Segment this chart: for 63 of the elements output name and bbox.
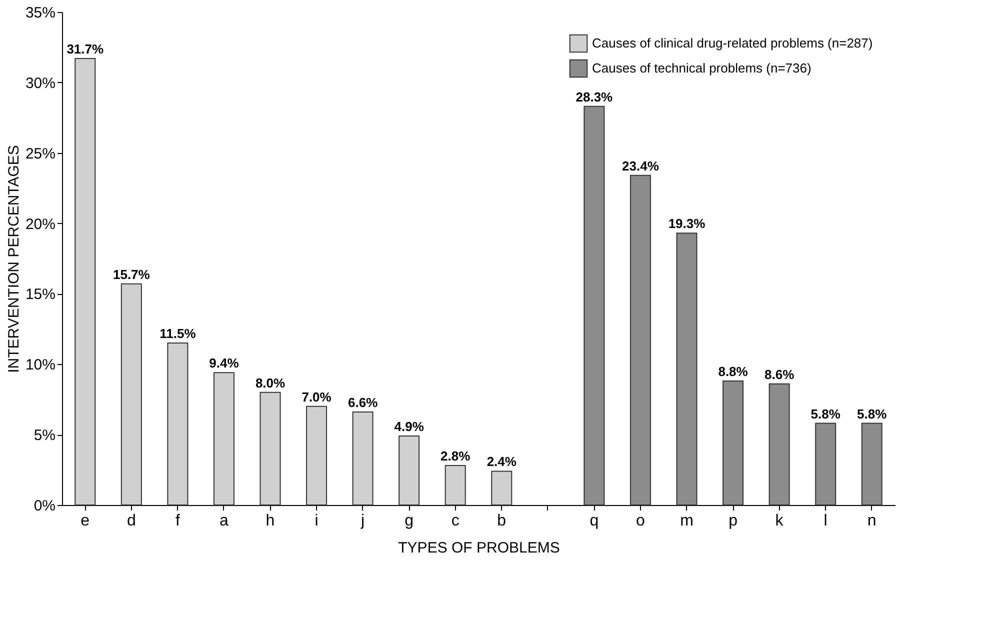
x-tick-label: l [824,512,828,530]
data-label: 15.7% [112,266,150,282]
data-label: 4.9% [394,418,424,434]
x-tick-label: m [680,512,694,530]
x-tick-label: i [314,512,318,530]
bar [768,383,790,506]
y-tick-label: 35% [25,4,56,22]
y-tick-label: 15% [25,286,56,304]
data-label: 23.4% [622,158,660,174]
data-label: 2.4% [486,454,517,470]
x-tick-label: d [126,512,136,530]
x-tick-label: n [867,512,876,530]
y-tick-label: 5% [34,427,56,444]
bar [676,232,698,506]
x-tick-label: h [266,512,275,530]
data-label: 8.6% [764,366,795,382]
x-tick-label: j [360,512,365,530]
bar [398,435,420,506]
y-tick-label: 10% [25,356,56,374]
bar [213,372,234,506]
data-label: 6.6% [348,395,378,410]
y-axis-title: INTERVENTION PERCENTAGES [5,145,22,373]
bar [352,412,374,506]
x-tick-label: q [590,512,599,530]
bar [861,422,882,506]
x-tick-label: b [497,512,506,530]
bar [584,106,605,506]
data-label: 5.8% [810,406,841,422]
bar [444,465,466,506]
bar [815,422,836,506]
data-label: 8.0% [255,375,286,390]
bar [491,470,512,506]
bar [722,380,744,506]
data-label: 2.8% [440,448,471,464]
data-label: 31.7% [66,41,104,56]
bar [120,283,142,506]
data-label: 7.0% [302,389,332,404]
bar [630,174,651,506]
x-tick-label: p [728,512,738,530]
data-label: 5.8% [857,406,888,422]
legend-label: Causes of clinical drug-related problems (n=287) [592,36,873,50]
y-tick-label: 30% [25,74,56,92]
data-label: 8.8% [718,364,748,380]
x-tick-label: e [80,512,90,530]
x-axis-title: TYPES OF PROBLEMS [398,540,560,556]
x-tick-label: g [404,512,414,530]
x-tick-label: o [636,512,646,530]
x-tick-label: f [175,512,180,530]
data-label: 28.3% [576,89,614,104]
x-tick-label: a [220,512,229,530]
x-tick-label: k [775,512,784,530]
bar [74,58,96,506]
bar [260,392,281,506]
data-label: 9.4% [209,356,240,371]
y-tick-label: 25% [25,145,56,162]
y-tick-label: 20% [25,216,56,233]
y-tick-label: 0% [34,498,56,514]
data-label: 11.5% [160,326,196,342]
x-tick-label: c [451,512,460,530]
bar [306,406,328,506]
legend-label: Causes of technical problems (n=736) [592,60,812,76]
data-label: 19.3% [668,216,706,232]
bar [167,342,188,506]
